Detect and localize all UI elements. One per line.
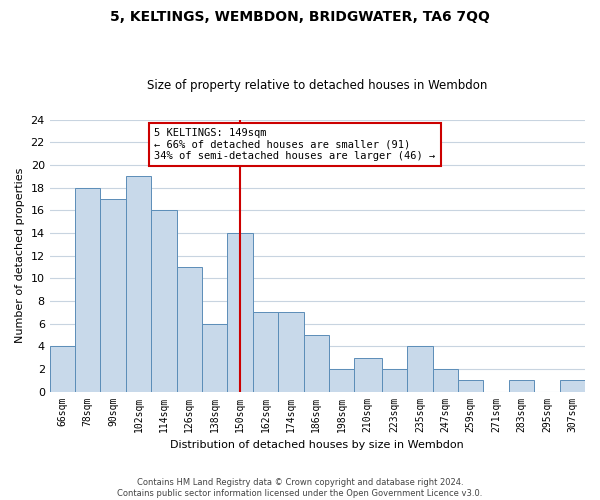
Bar bbox=[253, 312, 278, 392]
Bar bbox=[433, 369, 458, 392]
Bar bbox=[100, 199, 126, 392]
Title: Size of property relative to detached houses in Wembdon: Size of property relative to detached ho… bbox=[147, 79, 488, 92]
Bar bbox=[50, 346, 75, 392]
Bar bbox=[329, 369, 355, 392]
Bar bbox=[509, 380, 534, 392]
Bar bbox=[382, 369, 407, 392]
Bar bbox=[458, 380, 484, 392]
Y-axis label: Number of detached properties: Number of detached properties bbox=[15, 168, 25, 343]
Bar bbox=[560, 380, 585, 392]
Text: 5 KELTINGS: 149sqm
← 66% of detached houses are smaller (91)
34% of semi-detache: 5 KELTINGS: 149sqm ← 66% of detached hou… bbox=[154, 128, 436, 161]
X-axis label: Distribution of detached houses by size in Wembdon: Distribution of detached houses by size … bbox=[170, 440, 464, 450]
Bar bbox=[202, 324, 227, 392]
Bar bbox=[75, 188, 100, 392]
Bar bbox=[407, 346, 433, 392]
Bar bbox=[304, 335, 329, 392]
Bar bbox=[151, 210, 176, 392]
Bar bbox=[278, 312, 304, 392]
Text: 5, KELTINGS, WEMBDON, BRIDGWATER, TA6 7QQ: 5, KELTINGS, WEMBDON, BRIDGWATER, TA6 7Q… bbox=[110, 10, 490, 24]
Bar bbox=[355, 358, 382, 392]
Text: Contains HM Land Registry data © Crown copyright and database right 2024.
Contai: Contains HM Land Registry data © Crown c… bbox=[118, 478, 482, 498]
Bar bbox=[126, 176, 151, 392]
Bar bbox=[176, 267, 202, 392]
Bar bbox=[227, 233, 253, 392]
